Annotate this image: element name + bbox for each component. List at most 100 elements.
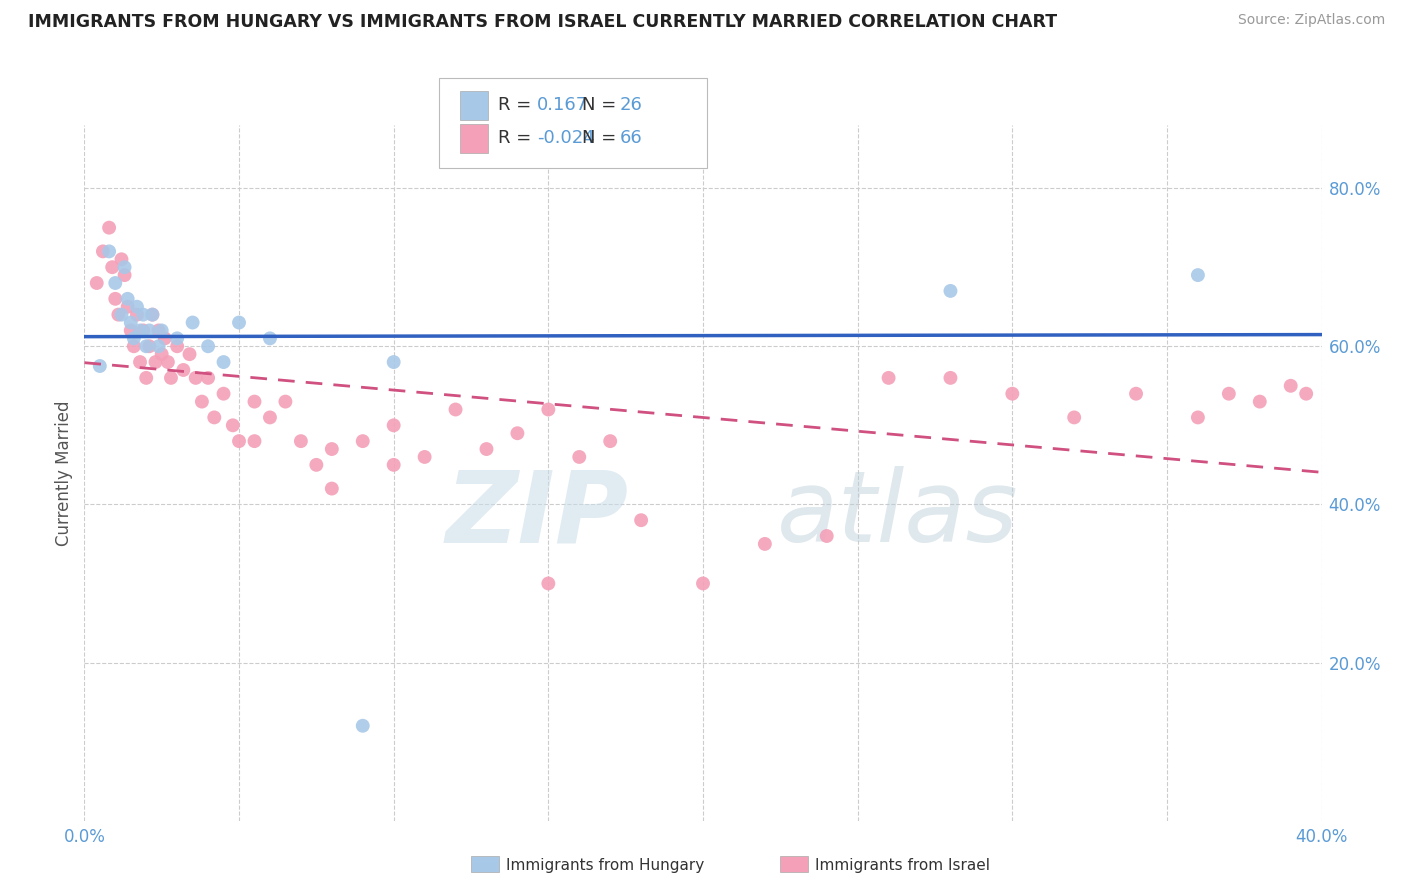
Point [321,482,343,496]
Point [228,316,250,330]
Point [181,316,204,330]
Point [939,284,962,298]
Point [135,339,157,353]
Point [120,316,142,330]
Point [212,355,235,369]
Point [305,458,328,472]
Point [110,252,132,267]
Point [290,434,312,449]
Point [91,244,114,259]
Point [166,331,188,345]
Point [352,719,374,733]
Text: IMMIGRANTS FROM HUNGARY VS IMMIGRANTS FROM ISRAEL CURRENTLY MARRIED CORRELATION : IMMIGRANTS FROM HUNGARY VS IMMIGRANTS FR… [28,13,1057,31]
Point [537,576,560,591]
Point [259,331,281,345]
Point [599,434,621,449]
Point [222,418,245,433]
Point [86,276,108,290]
Point [259,410,281,425]
Point [125,308,148,322]
Text: Immigrants from Israel: Immigrants from Israel [815,858,990,872]
Point [172,363,194,377]
Point [110,308,132,322]
Point [1279,378,1302,392]
Point [153,331,176,345]
Point [104,292,127,306]
Point [104,276,127,290]
Point [160,371,183,385]
Point [352,434,374,449]
Point [150,347,173,361]
Point [1063,410,1085,425]
Point [101,260,124,275]
Text: atlas: atlas [778,466,1019,563]
Text: R =: R = [498,96,537,114]
Point [191,394,214,409]
Point [228,434,250,449]
Text: Source: ZipAtlas.com: Source: ZipAtlas.com [1237,13,1385,28]
Point [114,268,136,282]
Point [145,355,167,369]
Point [166,339,188,353]
Point [212,386,235,401]
Point [815,529,838,543]
Point [243,434,266,449]
Text: ZIP: ZIP [446,466,628,563]
Text: 0.167: 0.167 [537,96,588,114]
Point [692,576,714,591]
Point [122,339,145,353]
Point [98,220,121,235]
Point [1187,268,1209,282]
Point [129,323,152,337]
Text: -0.024: -0.024 [537,129,595,147]
Text: N =: N = [582,96,621,114]
Point [1001,386,1024,401]
Point [138,339,160,353]
Point [129,355,152,369]
Point [1218,386,1240,401]
Point [122,331,145,345]
Text: 66: 66 [620,129,643,147]
Y-axis label: Currently Married: Currently Married [55,400,73,546]
Point [630,513,652,527]
Point [89,359,111,373]
Point [135,371,157,385]
Point [132,308,155,322]
Point [120,323,142,337]
Point [148,323,170,337]
Point [506,426,529,441]
Point [568,450,591,464]
Point [382,355,405,369]
Point [117,300,139,314]
Point [413,450,436,464]
Point [243,394,266,409]
Point [141,308,163,322]
Point [1295,386,1317,401]
Point [475,442,498,456]
Point [202,410,225,425]
Point [1249,394,1271,409]
Point [117,292,139,306]
Point [382,458,405,472]
Point [184,371,207,385]
Text: N =: N = [582,129,621,147]
Text: 26: 26 [620,96,643,114]
Point [939,371,962,385]
Point [1125,386,1147,401]
Text: Immigrants from Hungary: Immigrants from Hungary [506,858,704,872]
Point [537,402,560,417]
Point [107,308,129,322]
Point [148,339,170,353]
Point [1187,410,1209,425]
Point [150,323,173,337]
Text: R =: R = [498,129,537,147]
Point [382,418,405,433]
Point [156,355,179,369]
Point [141,308,163,322]
Point [197,371,219,385]
Point [877,371,900,385]
Point [444,402,467,417]
Point [274,394,297,409]
Point [98,244,121,259]
Point [114,260,136,275]
